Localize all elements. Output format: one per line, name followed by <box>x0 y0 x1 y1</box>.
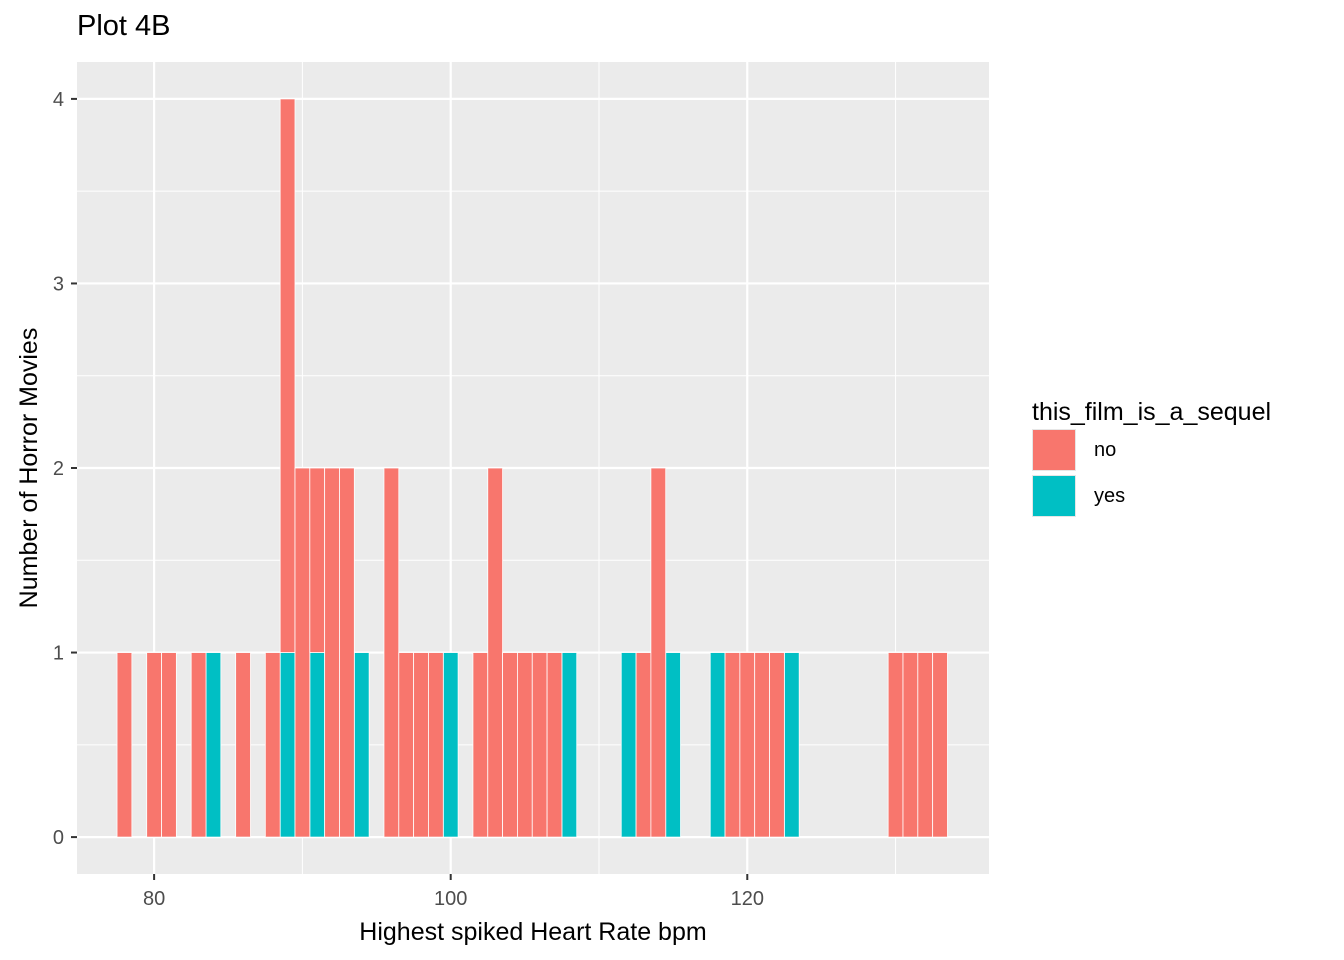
bar-no-97 <box>398 652 415 838</box>
bar-no-93 <box>339 467 355 838</box>
bar-no-107 <box>546 652 563 838</box>
bar-no-121 <box>754 652 770 838</box>
y-tick-label: 2 <box>53 458 64 480</box>
bar-no-119 <box>724 652 741 838</box>
bar-no-81 <box>161 652 177 838</box>
bar-no-91 <box>309 467 326 653</box>
bar-no-80 <box>146 652 162 838</box>
y-tick-label: 1 <box>53 643 64 665</box>
bar-yes-91 <box>309 652 326 838</box>
bar-yes-112 <box>620 652 637 838</box>
bar-no-102 <box>472 652 489 838</box>
y-tick-label: 0 <box>53 827 64 849</box>
bar-no-90 <box>294 467 311 838</box>
y-tick-label: 4 <box>53 89 64 111</box>
bar-no-113 <box>635 652 652 838</box>
legend-item-no: no <box>1032 427 1271 473</box>
bar-no-88 <box>264 652 281 838</box>
bar-no-133 <box>932 652 948 838</box>
legend-item-yes: yes <box>1032 473 1271 519</box>
legend: this_film_is_a_sequel no yes <box>1032 398 1271 519</box>
legend-label-yes: yes <box>1094 484 1126 507</box>
bar-no-106 <box>531 652 548 838</box>
bar-no-105 <box>517 652 533 838</box>
legend-label-no: no <box>1094 438 1117 461</box>
bar-no-122 <box>769 652 785 838</box>
bar-no-120 <box>739 652 756 838</box>
bar-yes-94 <box>353 652 370 838</box>
bars <box>116 98 948 838</box>
bar-no-99 <box>428 652 444 838</box>
bar-yes-100 <box>442 652 459 838</box>
bar-no-104 <box>502 652 518 838</box>
legend-key-no <box>1032 429 1076 471</box>
bar-yes-89 <box>279 652 296 838</box>
x-tick-label: 120 <box>731 888 764 910</box>
bar-yes-118 <box>709 652 726 838</box>
chart-title: Plot 4B <box>77 10 171 42</box>
y-axis-title: Number of Horror Movies <box>15 328 43 609</box>
bar-no-96 <box>383 467 400 838</box>
y-axis-ticks: 0 1 2 3 4 <box>53 89 77 849</box>
y-tick-label: 3 <box>53 273 64 295</box>
x-axis-ticks: 80 100 120 <box>143 874 764 910</box>
bar-no-103 <box>487 467 503 838</box>
legend-key-yes <box>1032 475 1076 517</box>
bar-yes-108 <box>561 652 578 838</box>
bar-no-92 <box>324 467 340 838</box>
bar-no-98 <box>413 652 429 838</box>
x-tick-label: 100 <box>434 888 467 910</box>
bar-yes-115 <box>665 652 681 838</box>
bar-no-130 <box>887 652 904 838</box>
x-axis-title: Highest spiked Heart Rate bpm <box>359 918 706 946</box>
bar-yes-84 <box>205 652 222 838</box>
bar-no-83 <box>190 652 207 838</box>
bar-yes-123 <box>783 652 800 838</box>
bar-no-78 <box>116 652 133 838</box>
bar-no-114 <box>650 467 667 838</box>
bar-no-132 <box>917 652 934 838</box>
x-tick-label: 80 <box>143 888 165 910</box>
bar-no-89 <box>279 98 296 653</box>
legend-title: this_film_is_a_sequel <box>1032 398 1272 426</box>
bar-no-131 <box>902 652 919 838</box>
bar-no-86 <box>235 652 251 838</box>
